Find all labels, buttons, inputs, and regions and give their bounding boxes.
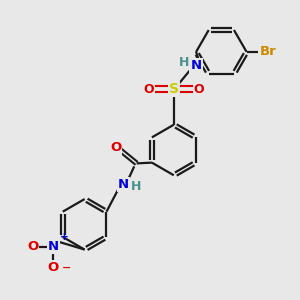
Text: +: + bbox=[60, 232, 69, 242]
Text: N: N bbox=[118, 178, 129, 191]
Text: −: − bbox=[62, 262, 71, 272]
Text: H: H bbox=[178, 56, 189, 69]
Text: O: O bbox=[27, 240, 38, 253]
Text: O: O bbox=[194, 82, 204, 96]
Text: S: S bbox=[169, 82, 179, 96]
Text: Br: Br bbox=[260, 45, 276, 58]
Text: N: N bbox=[48, 240, 59, 253]
Text: N: N bbox=[190, 59, 202, 72]
Text: O: O bbox=[143, 82, 154, 96]
Text: H: H bbox=[130, 180, 141, 193]
Text: O: O bbox=[110, 140, 122, 154]
Text: O: O bbox=[48, 261, 59, 274]
